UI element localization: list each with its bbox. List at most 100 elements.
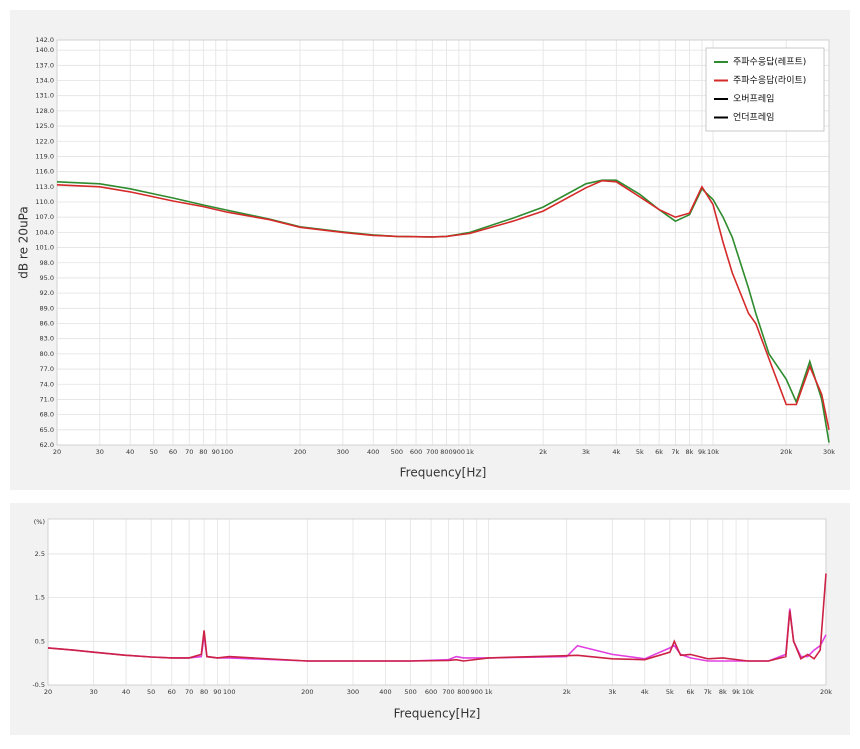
x-tick-label: 10k (707, 448, 719, 456)
x-tick-label: 300 (337, 448, 349, 456)
x-axis-label: Frequency[Hz] (400, 466, 487, 480)
x-tick-label: 300 (347, 688, 359, 696)
x-tick-label: 9k (698, 448, 706, 456)
x-tick-label: 20 (53, 448, 61, 456)
y-axis-label: (%) (34, 518, 45, 526)
y-tick-label: 80.0 (40, 350, 54, 358)
x-tick-label: 900 (471, 688, 483, 696)
x-tick-label: 600 (425, 688, 437, 696)
series-line (56, 179, 830, 443)
x-tick-label: 60 (168, 688, 176, 696)
x-tick-label: 4k (641, 688, 649, 696)
legend-label: 언더프레임 (733, 111, 774, 123)
x-tick-label: 30k (823, 448, 835, 456)
x-tick-label: 100 (221, 448, 233, 456)
x-tick-label: 400 (367, 448, 379, 456)
legend-label: 주파수응답(라이트) (733, 74, 806, 86)
x-tick-label: 1k (466, 448, 474, 456)
x-tick-label: 90 (213, 688, 221, 696)
y-tick-label: 122.0 (35, 137, 54, 145)
x-tick-label: 10k (742, 688, 754, 696)
x-tick-label: 30 (90, 688, 98, 696)
y-tick-label: 98.0 (40, 259, 54, 267)
x-tick-label: 50 (150, 448, 158, 456)
y-tick-label: 101.0 (35, 244, 54, 252)
x-tick-label: 800 (457, 688, 469, 696)
series-line (56, 179, 830, 430)
x-tick-label: 90 (212, 448, 220, 456)
x-tick-label: 40 (122, 688, 130, 696)
y-tick-label: 125.0 (35, 122, 54, 130)
x-tick-label: 6k (686, 688, 694, 696)
x-tick-label: 6k (655, 448, 663, 456)
x-tick-label: 20k (780, 448, 792, 456)
x-tick-label: 600 (410, 448, 422, 456)
y-tick-label: 1.5 (35, 594, 45, 602)
x-tick-label: 60 (169, 448, 177, 456)
x-tick-label: 8k (686, 448, 694, 456)
x-tick-label: 7k (671, 448, 679, 456)
legend-label: 오버프레임 (733, 93, 774, 105)
x-tick-label: 200 (301, 688, 313, 696)
y-tick-label: 92.0 (40, 289, 54, 297)
plot-border (56, 39, 830, 446)
x-tick-label: 2k (563, 688, 571, 696)
y-tick-label: -0.5 (32, 681, 45, 689)
x-tick-label: 100 (223, 688, 235, 696)
plot-border (47, 518, 827, 686)
x-tick-label: 30 (96, 448, 104, 456)
y-tick-label: 62.0 (40, 441, 54, 449)
x-tick-label: 50 (147, 688, 155, 696)
x-tick-label: 80 (199, 448, 207, 456)
x-tick-label: 1k (485, 688, 493, 696)
y-tick-label: 86.0 (40, 320, 54, 328)
y-tick-label: 110.0 (35, 198, 54, 206)
x-tick-label: 500 (391, 448, 403, 456)
x-tick-label: 40 (126, 448, 134, 456)
y-tick-label: 68.0 (40, 411, 54, 419)
x-tick-label: 70 (185, 688, 193, 696)
plot-area (57, 40, 829, 445)
x-tick-label: 700 (426, 448, 438, 456)
y-tick-label: 71.0 (40, 395, 54, 403)
y-tick-label: 0.5 (35, 637, 45, 645)
y-axis-label: dB re 20uPa (17, 206, 31, 278)
x-tick-label: 200 (294, 448, 306, 456)
y-tick-label: 134.0 (35, 77, 54, 85)
y-tick-label: 107.0 (35, 213, 54, 221)
y-tick-label: 142.0 (35, 36, 54, 44)
x-tick-label: 9k (732, 688, 740, 696)
x-tick-label: 20k (820, 688, 832, 696)
y-tick-label: 89.0 (40, 304, 54, 312)
y-tick-label: 83.0 (40, 335, 54, 343)
legend-label: 주파수응답(레프트) (733, 56, 806, 68)
y-tick-label: 65.0 (40, 426, 54, 434)
y-tick-label: 119.0 (35, 152, 54, 160)
x-tick-label: 3k (608, 688, 616, 696)
y-tick-label: 104.0 (35, 228, 54, 236)
x-tick-label: 900 (453, 448, 465, 456)
x-tick-label: 5k (666, 688, 674, 696)
x-tick-label: 800 (440, 448, 452, 456)
series-line (47, 573, 827, 662)
x-tick-label: 700 (442, 688, 454, 696)
x-tick-label: 400 (379, 688, 391, 696)
y-tick-label: 77.0 (40, 365, 54, 373)
x-tick-label: 70 (185, 448, 193, 456)
x-tick-label: 4k (612, 448, 620, 456)
y-tick-label: 74.0 (40, 380, 54, 388)
x-tick-label: 80 (200, 688, 208, 696)
y-tick-label: 131.0 (35, 92, 54, 100)
y-tick-label: 2.5 (35, 550, 45, 558)
y-tick-label: 113.0 (35, 183, 54, 191)
x-tick-label: 2k (539, 448, 547, 456)
x-tick-label: 5k (636, 448, 644, 456)
y-tick-label: 140.0 (35, 46, 54, 54)
x-tick-label: 20 (44, 688, 52, 696)
x-tick-label: 8k (719, 688, 727, 696)
x-tick-label: 500 (404, 688, 416, 696)
x-tick-label: 7k (704, 688, 712, 696)
x-axis-label: Frequency[Hz] (394, 707, 481, 721)
y-tick-label: 95.0 (40, 274, 54, 282)
